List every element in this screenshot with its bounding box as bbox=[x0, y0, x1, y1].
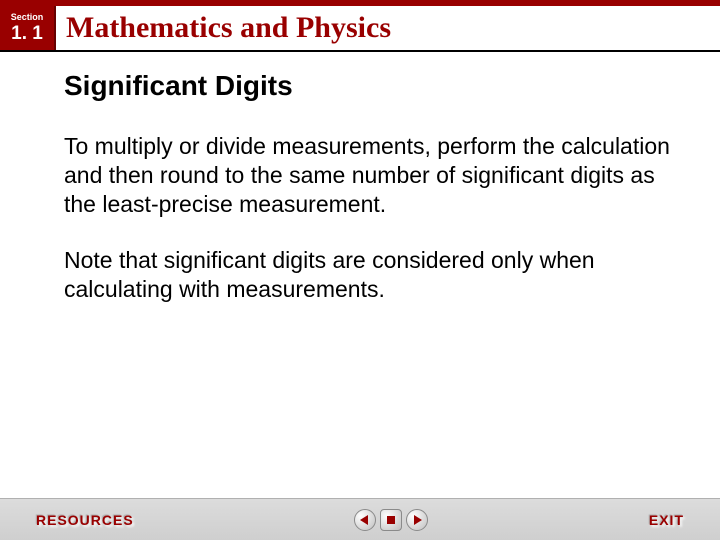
section-badge: Section 1. 1 bbox=[0, 6, 56, 50]
paragraph-2: Note that significant digits are conside… bbox=[64, 246, 670, 304]
header: Section 1. 1 Mathematics and Physics bbox=[0, 6, 720, 50]
subheading: Significant Digits bbox=[64, 70, 670, 102]
paragraph-1: To multiply or divide measurements, perf… bbox=[64, 132, 670, 218]
section-label: Section bbox=[11, 13, 44, 22]
arrow-left-icon bbox=[360, 515, 368, 525]
arrow-right-icon bbox=[414, 515, 422, 525]
footer-bar: RESOURCES EXIT bbox=[0, 498, 720, 540]
stop-button[interactable] bbox=[380, 509, 402, 531]
title-area: Mathematics and Physics bbox=[56, 6, 720, 50]
section-number: 1. 1 bbox=[11, 24, 43, 43]
content-area: Significant Digits To multiply or divide… bbox=[64, 70, 670, 332]
resources-button[interactable]: RESOURCES bbox=[36, 512, 134, 528]
header-underline bbox=[0, 50, 720, 52]
page-title: Mathematics and Physics bbox=[66, 11, 391, 45]
next-button[interactable] bbox=[406, 509, 428, 531]
nav-controls bbox=[354, 509, 428, 531]
prev-button[interactable] bbox=[354, 509, 376, 531]
exit-button[interactable]: EXIT bbox=[649, 512, 684, 528]
stop-icon bbox=[387, 516, 395, 524]
